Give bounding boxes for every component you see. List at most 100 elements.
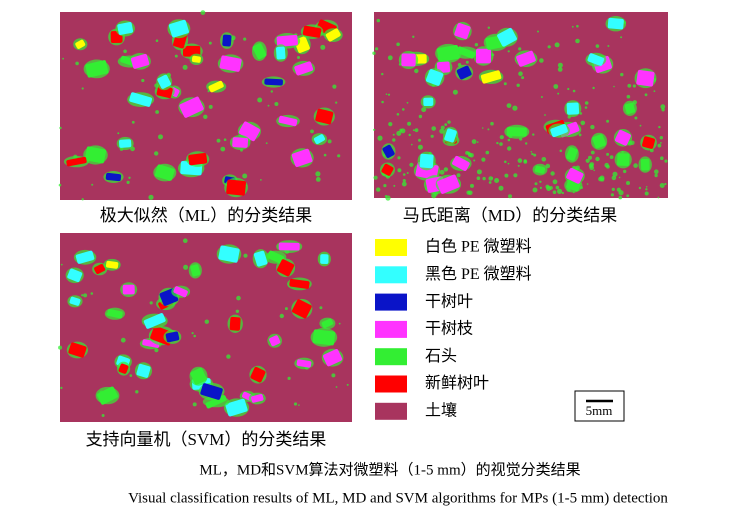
speck — [418, 114, 423, 119]
speck — [506, 103, 512, 108]
speck — [174, 54, 178, 58]
speck — [627, 83, 632, 88]
speck — [373, 128, 376, 131]
speck — [431, 193, 437, 199]
speck — [508, 194, 512, 199]
particle — [456, 65, 472, 80]
particle — [130, 53, 150, 69]
speck — [381, 72, 384, 76]
particle — [456, 46, 476, 59]
particle — [118, 139, 132, 148]
speck — [117, 132, 120, 135]
speck — [482, 176, 486, 181]
speck — [584, 106, 588, 109]
speck — [376, 187, 381, 192]
speck — [417, 144, 423, 150]
scale-box — [574, 390, 625, 422]
particle — [105, 172, 122, 182]
speck — [488, 176, 494, 181]
speck — [388, 122, 393, 127]
particle — [173, 286, 188, 298]
speck — [418, 138, 421, 142]
particle — [75, 250, 95, 264]
figure-caption-zh: ML，MD和SVM算法对微塑料（1-5 mm）的视觉分类结果 — [199, 460, 580, 478]
particle — [615, 129, 631, 146]
speck — [400, 128, 406, 134]
figure-caption-en: Visual classification results of ML, MD … — [128, 490, 668, 506]
particle — [320, 254, 329, 264]
particle — [190, 367, 207, 385]
speck — [155, 110, 160, 114]
speck — [507, 138, 511, 142]
particle — [168, 19, 189, 38]
speck — [155, 39, 159, 42]
particle — [143, 313, 166, 329]
speck — [465, 60, 469, 64]
speck — [59, 126, 62, 130]
legend-swatch — [375, 375, 407, 393]
particle — [624, 102, 636, 115]
speck — [499, 142, 503, 146]
particle — [506, 127, 527, 137]
speck — [58, 183, 62, 187]
particle — [205, 395, 227, 409]
speck — [533, 153, 537, 157]
particle — [636, 69, 655, 87]
speck — [660, 142, 662, 144]
speck — [131, 120, 135, 124]
speck — [182, 64, 188, 70]
speck — [257, 97, 263, 103]
speck — [279, 313, 284, 319]
particle — [129, 92, 153, 107]
speck — [236, 295, 241, 301]
particle — [294, 61, 314, 76]
particle — [218, 245, 240, 263]
speck — [406, 172, 409, 174]
legend-label: 新鲜树叶 — [425, 374, 489, 392]
speck — [576, 24, 579, 28]
particle — [312, 329, 336, 346]
speck — [135, 390, 139, 394]
speck — [485, 150, 490, 155]
speck — [392, 138, 396, 142]
speck — [396, 42, 400, 47]
speck — [623, 169, 627, 174]
speck — [193, 334, 196, 338]
particle — [302, 25, 322, 38]
speck — [128, 176, 131, 179]
speck — [567, 87, 570, 91]
speck — [470, 183, 474, 188]
speck — [590, 150, 595, 155]
particle — [436, 174, 460, 194]
speck — [554, 42, 560, 48]
speck — [284, 307, 288, 311]
particle — [315, 108, 334, 125]
speck — [644, 93, 648, 97]
speck — [439, 169, 445, 175]
speck — [337, 154, 341, 158]
particle — [188, 152, 208, 166]
speck — [293, 402, 298, 406]
particle — [232, 137, 249, 148]
particle — [68, 342, 87, 358]
speck — [315, 171, 321, 177]
particle — [253, 250, 268, 267]
speck — [639, 124, 642, 127]
speck — [411, 143, 413, 146]
speck — [586, 183, 589, 185]
speck — [468, 190, 473, 196]
particle — [94, 264, 106, 275]
speck — [407, 121, 412, 126]
speck — [584, 101, 589, 105]
particle — [452, 155, 470, 171]
speck — [315, 177, 321, 182]
particle — [250, 366, 266, 383]
particle — [480, 70, 502, 84]
particle — [85, 60, 109, 78]
speck — [270, 90, 273, 93]
speck — [149, 301, 153, 305]
particle — [84, 146, 107, 164]
speck — [555, 185, 560, 190]
speck — [512, 105, 518, 111]
speck — [414, 68, 419, 74]
